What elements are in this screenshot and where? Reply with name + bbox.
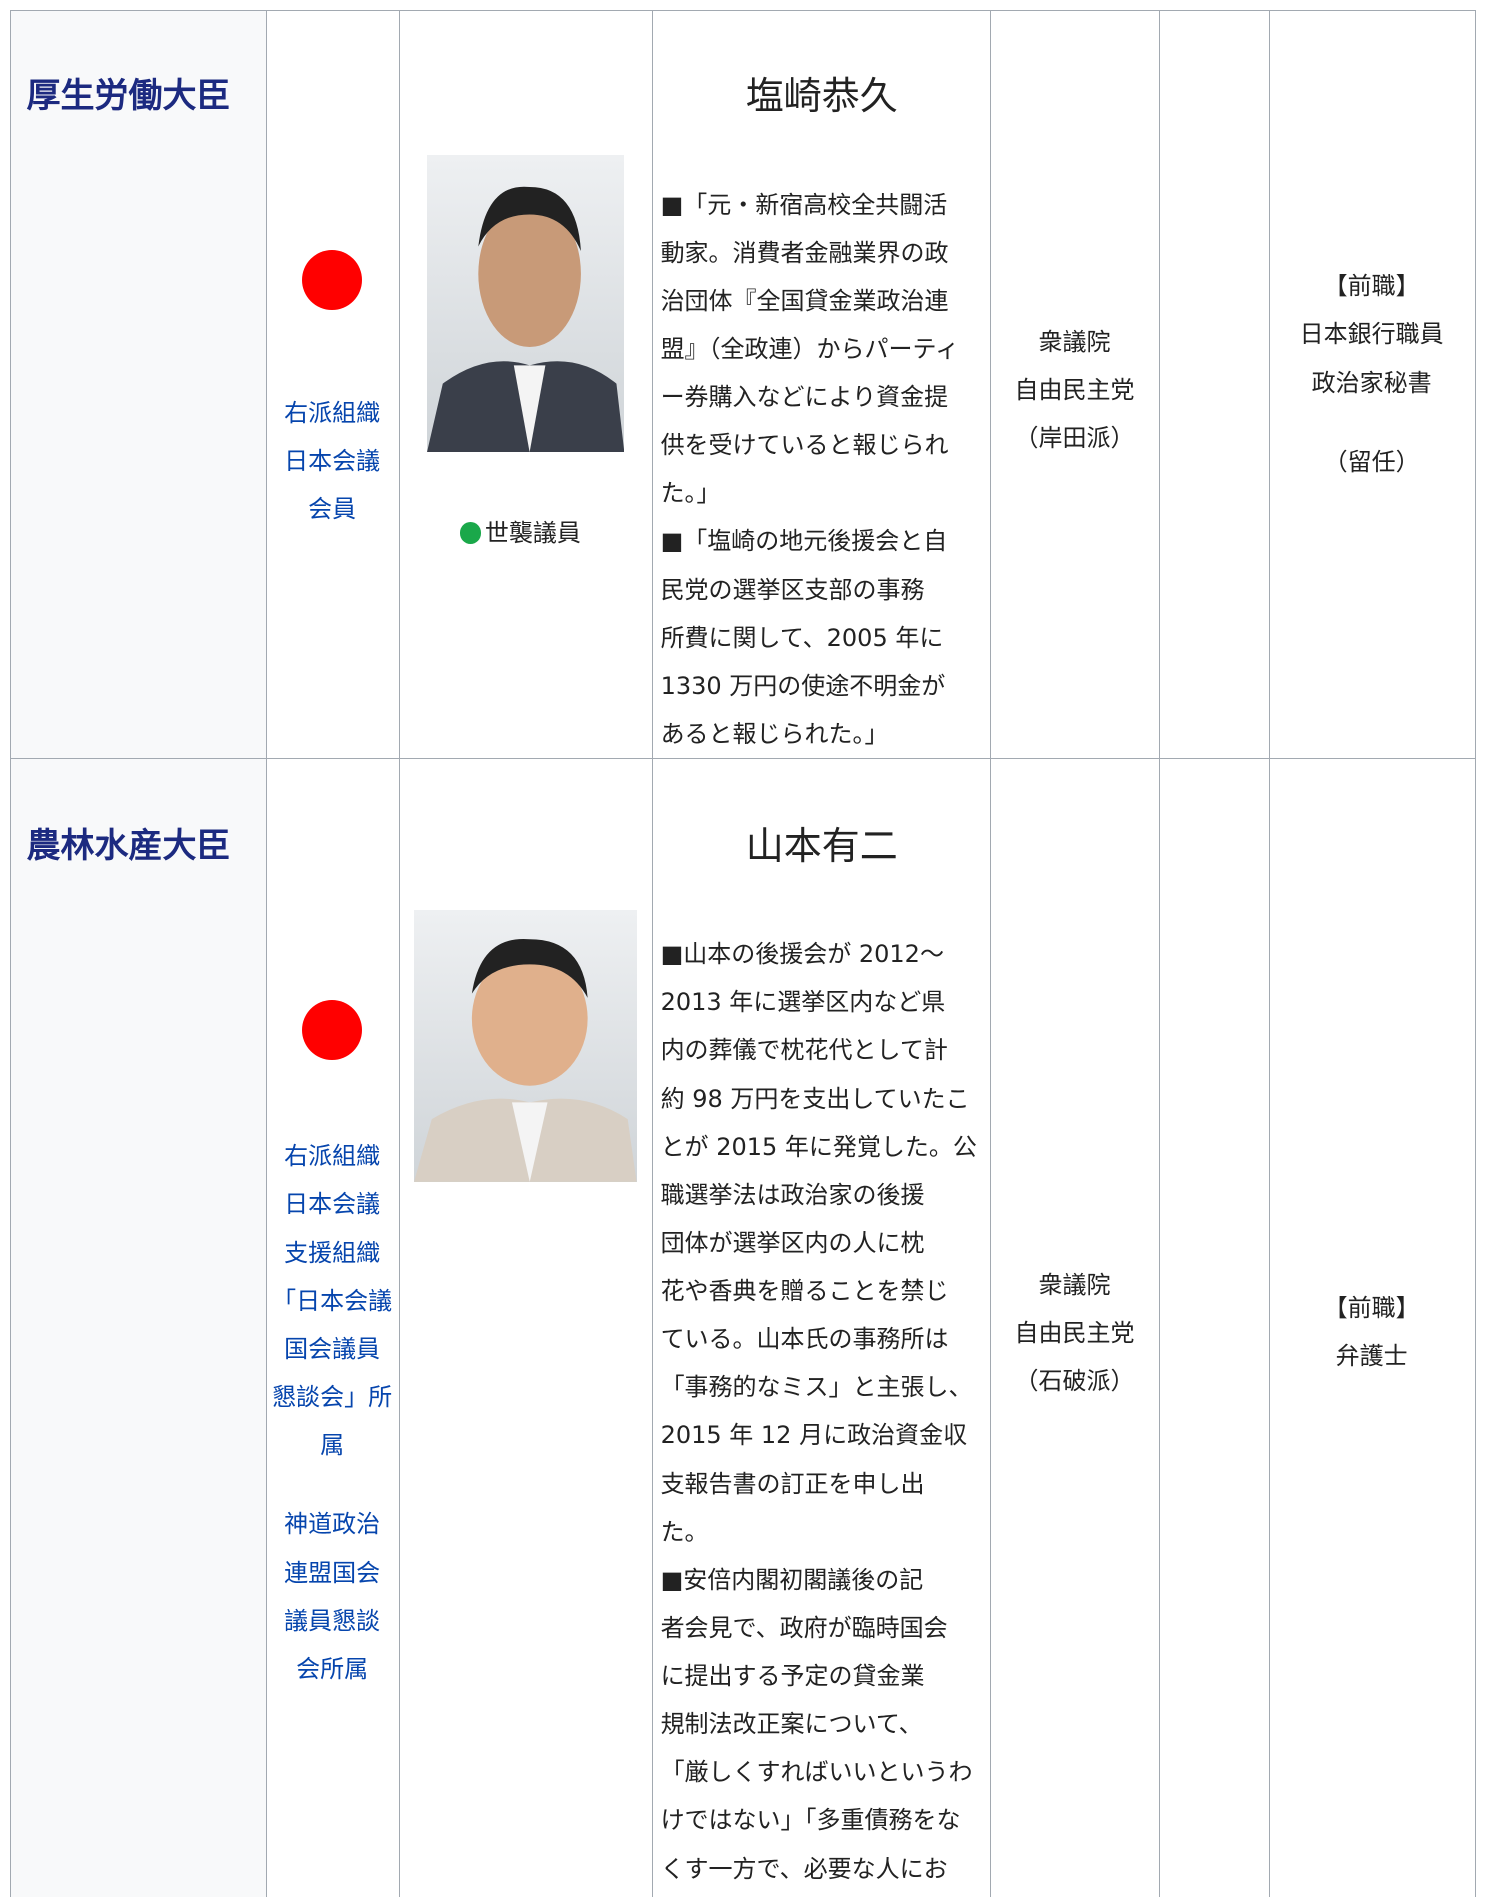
org-link[interactable]: 会員 (308, 494, 357, 523)
org-link[interactable]: 懇談会」所 (272, 1382, 393, 1411)
description-line: 内の葬儀で枕花代として計 (660, 1036, 948, 1065)
description-line: 団体が選挙区内の人に枕 (660, 1228, 925, 1257)
description-line: ー券購入などにより資金提 (660, 383, 949, 412)
affiliation: 衆議院 (1038, 1271, 1111, 1300)
description-line: 者会見で、政府が臨時国会 (660, 1613, 948, 1642)
green-bullet (459, 522, 482, 544)
description-line: 2015 年 12 月に政治資金収 (660, 1421, 968, 1450)
photo-figure (427, 186, 625, 453)
red-circle (302, 999, 363, 1061)
org-link[interactable]: 右派組織 (284, 398, 381, 427)
column-border (1269, 9, 1271, 1897)
red-circle (302, 250, 363, 311)
column-border (9, 9, 11, 1897)
minister-name: 山本有二 (745, 823, 898, 868)
affiliation: （岸田派） (1014, 423, 1135, 452)
column-border (652, 9, 654, 1897)
description-line: 支報告書の訂正を申し出 (660, 1469, 925, 1498)
description-line: 「事務的なミス」と主張し、 (660, 1373, 973, 1402)
description-line: 規制法改正案について、 (660, 1710, 923, 1739)
hereditary-label: 世襲議員 (484, 519, 581, 548)
org-link[interactable]: 日本会議 (284, 446, 381, 475)
org-link[interactable]: 日本会議 (284, 1190, 381, 1219)
description-line: 「厳しくすればいいというわ (660, 1758, 973, 1787)
description-line: 職選挙法は政治家の後援 (660, 1180, 925, 1209)
column-border (1475, 9, 1477, 1897)
minister-name: 塩崎恭久 (745, 74, 898, 119)
column-border (265, 9, 267, 1897)
description-line: 約 98 万円を支出していたこ (660, 1084, 970, 1113)
description-line: 所費に関して、2005 年に (660, 623, 944, 652)
row-border (9, 9, 1477, 11)
org-link[interactable]: 神道政治 (284, 1510, 381, 1539)
description-line: 1330 万円の使途不明金が (660, 671, 946, 700)
description-line: ■山本の後援会が 2012～ (660, 940, 944, 969)
affiliation: （石破派） (1014, 1367, 1135, 1396)
description-line: くす一方で、必要な人にお (660, 1854, 948, 1883)
description-line: た。 (660, 1517, 709, 1546)
description-line: けではない」「多重債務をな (660, 1806, 961, 1835)
photo (427, 155, 625, 453)
affiliation: 自由民主党 (1014, 375, 1135, 404)
row-border (9, 758, 1477, 760)
org-link[interactable]: 国会議員 (284, 1334, 381, 1363)
org-link[interactable]: 支援組織 (284, 1238, 381, 1267)
photo-figure (413, 938, 637, 1182)
description-line: あると報じられた。」 (660, 719, 889, 748)
description-line: に提出する予定の貸金業 (660, 1662, 925, 1691)
description-line: とが 2015 年に発覚した。公 (660, 1132, 977, 1161)
org-link[interactable]: 属 (320, 1431, 345, 1460)
column-border (399, 9, 401, 1897)
description-line: 民党の選挙区支部の事務 (660, 575, 925, 604)
description-line: 動家。消費者金融業界の政 (660, 238, 949, 267)
first-col-bg (9, 9, 266, 1897)
org-link[interactable]: 右派組織 (284, 1142, 381, 1171)
org-link[interactable]: 議員懇談 (284, 1606, 381, 1635)
org-link[interactable]: 「日本会議 (272, 1286, 393, 1315)
career: 日本銀行職員 (1299, 320, 1444, 349)
description-line: 治団体『全国貸金業政治連 (660, 286, 949, 315)
career: 【前職】 (1323, 1293, 1420, 1322)
description-line: 盟』（全政連）からパーティ (660, 334, 960, 363)
column-border (990, 9, 992, 1897)
description-line: ている。山本氏の事務所は (660, 1325, 949, 1354)
career: 弁護士 (1335, 1342, 1408, 1371)
org-link[interactable]: 連盟国会 (284, 1558, 381, 1587)
career: 【前職】 (1323, 272, 1420, 301)
description-line: ■「元・新宿高校全共闘活 (660, 190, 948, 219)
description-line: た。」 (660, 479, 721, 508)
note: （留任） (1323, 448, 1420, 477)
affiliation: 自由民主党 (1014, 1319, 1135, 1348)
column-border (1158, 9, 1160, 1897)
affiliation: 衆議院 (1038, 327, 1111, 356)
description-line: 花や香典を贈ることを禁じ (660, 1277, 949, 1306)
description-line: 2013 年に選挙区内など県 (660, 988, 946, 1017)
career: 政治家秘書 (1311, 368, 1432, 397)
org-link[interactable]: 会所属 (296, 1654, 369, 1683)
photo (413, 909, 637, 1182)
ministry: 農林水産大臣 (26, 825, 231, 866)
description-line: ■安倍内閣初閣議後の記 (660, 1565, 924, 1594)
ministry: 厚生労働大臣 (26, 76, 231, 117)
description-line: ■「塩崎の地元後援会と自 (660, 527, 948, 556)
description-line: 供を受けていると報じられ (660, 431, 949, 460)
